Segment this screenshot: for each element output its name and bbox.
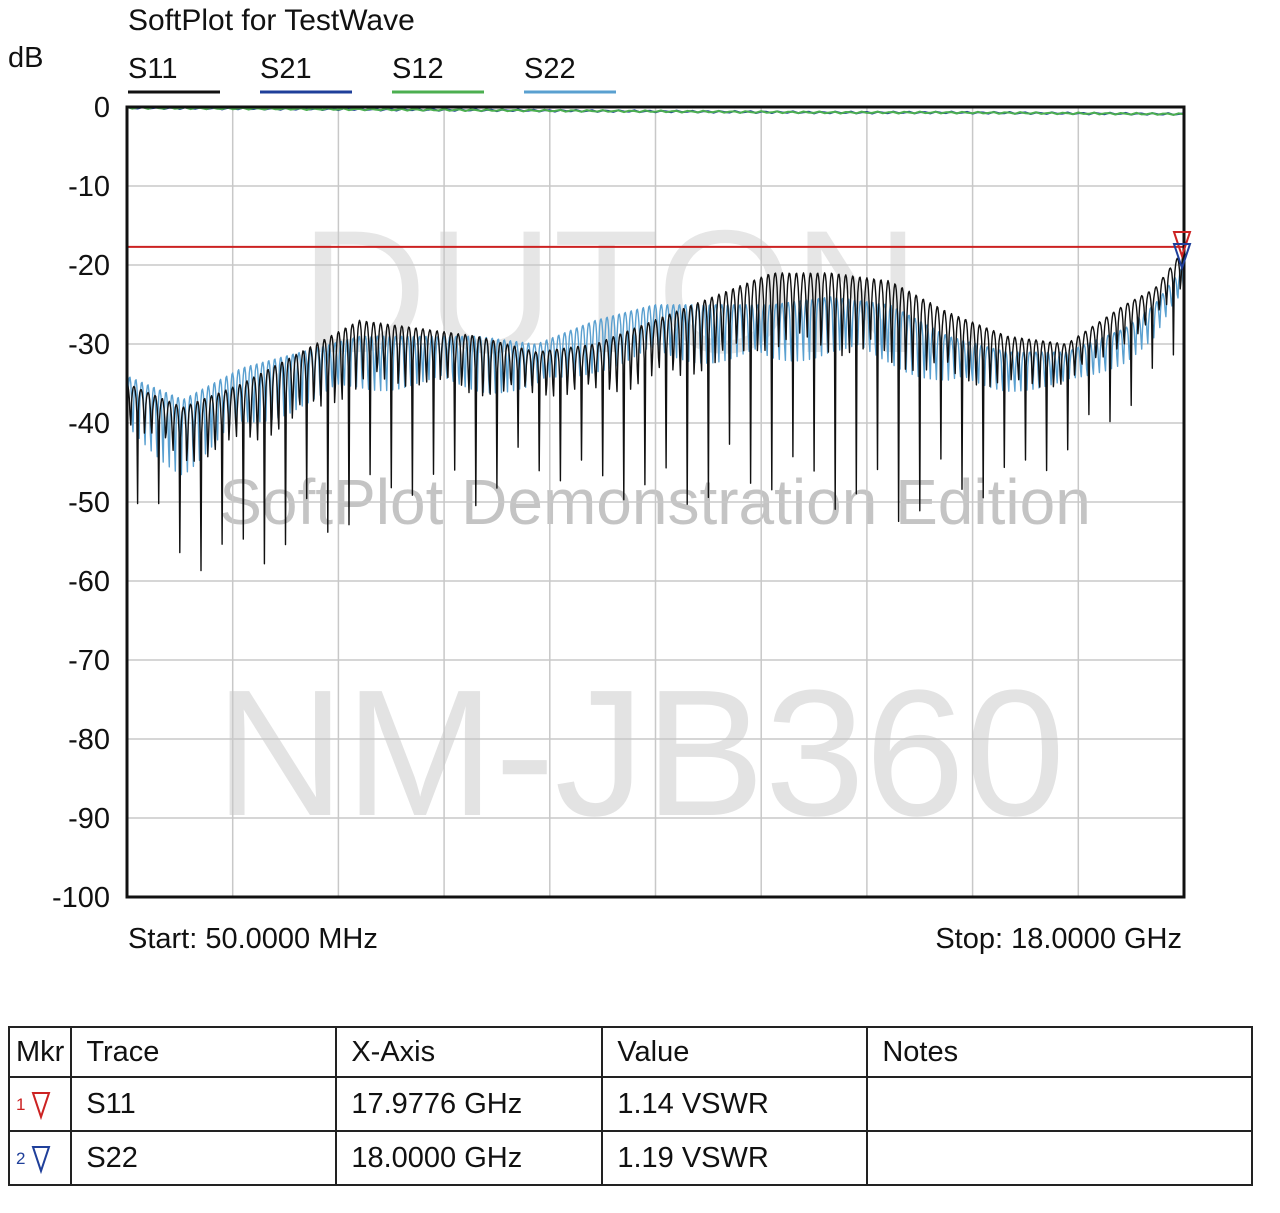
header-value: Value — [601, 1026, 869, 1078]
y-tick-label: -70 — [68, 645, 110, 677]
trace-cell: S11 — [70, 1076, 338, 1132]
header-mkr: Mkr — [7, 1026, 73, 1078]
marker-table-header: Mkr Trace X-Axis Value Notes — [7, 1026, 1254, 1078]
trace-s12 — [126, 105, 1185, 116]
legend-label: S21 — [260, 53, 312, 85]
y-tick-label: -40 — [68, 408, 110, 440]
table-row: 2 S22 18.0000 GHz 1.19 VSWR — [7, 1130, 1254, 1186]
y-tick-label: -80 — [68, 724, 110, 756]
y-tick-label: 0 — [94, 92, 110, 124]
value-cell: 1.19 VSWR — [601, 1130, 869, 1186]
watermark-layer: DUTON SoftPlot Demonstration Edition NM-… — [215, 195, 1091, 854]
y-tick-label: -60 — [68, 566, 110, 598]
y-tick-label: -10 — [68, 171, 110, 203]
y-tick-label: -100 — [52, 882, 110, 914]
y-tick-label: -90 — [68, 803, 110, 835]
s-parameter-chart: SoftPlot for TestWave dB S11 S21 S12 S22 DU… — [8, 4, 1192, 955]
header-notes: Notes — [866, 1026, 1254, 1078]
x-start-label: Start: 50.0000 MHz — [128, 923, 378, 955]
trace-cell: S22 — [70, 1130, 338, 1186]
legend-label: S11 — [128, 53, 177, 85]
marker-table: Mkr Trace X-Axis Value Notes 1 S11 17.97… — [7, 1026, 1254, 1186]
y-axis-unit: dB — [8, 42, 43, 74]
notes-cell — [866, 1076, 1254, 1132]
x-axis-cell: 17.9776 GHz — [335, 1076, 604, 1132]
legend-label: S22 — [524, 53, 576, 85]
marker-2-icon — [1172, 243, 1192, 272]
y-tick-label: -30 — [68, 329, 110, 361]
trace-s11 — [126, 248, 1185, 572]
chart-traces — [126, 105, 1185, 572]
notes-cell — [866, 1130, 1254, 1186]
trace-s22 — [126, 268, 1185, 476]
marker-glyphs — [1172, 231, 1192, 272]
x-axis-cell: 18.0000 GHz — [335, 1130, 604, 1186]
marker-cell: 2 — [7, 1130, 73, 1186]
value-cell: 1.14 VSWR — [601, 1076, 869, 1132]
chart-title: SoftPlot for TestWave — [128, 4, 415, 37]
marker-triangle-icon — [32, 1145, 51, 1174]
marker-number: 1 — [16, 1094, 26, 1114]
watermark-model: NM-JB360 — [215, 653, 1065, 854]
y-tick-label: -20 — [68, 250, 110, 282]
y-axis-ticks: 0 -10 -20 -30 -40 -50 -60 -70 -80 -90 -100 — [52, 92, 110, 914]
table-row: 1 S11 17.9776 GHz 1.14 VSWR — [7, 1076, 1254, 1132]
marker-number: 2 — [16, 1148, 26, 1168]
x-stop-label: Stop: 18.0000 GHz — [935, 923, 1182, 955]
marker-cell: 1 — [7, 1076, 73, 1132]
marker-triangle-icon — [32, 1091, 51, 1120]
plot-frame — [125, 105, 1186, 899]
y-tick-label: -50 — [68, 487, 110, 519]
header-trace: Trace — [70, 1026, 338, 1078]
header-x-axis: X-Axis — [335, 1026, 604, 1078]
chart-legend: S11 S21 S12 S22 — [128, 53, 616, 94]
legend-label: S12 — [392, 53, 444, 85]
